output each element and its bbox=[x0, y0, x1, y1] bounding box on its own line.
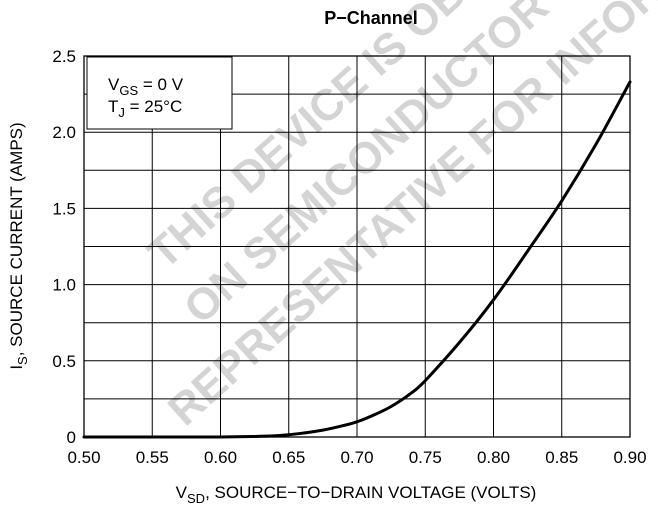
y-tick-label: 2.5 bbox=[52, 47, 76, 66]
y-tick-labels: 0 0.5 1.0 1.5 2.0 2.5 bbox=[52, 47, 76, 447]
x-tick-label: 0.75 bbox=[409, 448, 442, 467]
y-tick-label: 1.5 bbox=[52, 199, 76, 218]
y-tick-label: 1.0 bbox=[52, 276, 76, 295]
x-tick-label: 0.90 bbox=[613, 448, 646, 467]
x-tick-label: 0.50 bbox=[67, 448, 100, 467]
x-axis-label: VSD, SOURCE−TO−DRAIN VOLTAGE (VOLTS) bbox=[176, 483, 537, 506]
x-axis-label-main: V bbox=[176, 483, 188, 502]
y-tick-label: 2.0 bbox=[52, 123, 76, 142]
x-tick-label: 0.70 bbox=[340, 448, 373, 467]
legend-tj-main: T bbox=[108, 97, 118, 116]
legend-tj-rest: = 25°C bbox=[125, 97, 182, 116]
y-tick-label: 0.5 bbox=[52, 352, 76, 371]
legend-vgs: VGS = 0 V bbox=[108, 75, 184, 98]
series-line-0 bbox=[82, 80, 632, 439]
x-tick-label: 0.65 bbox=[272, 448, 305, 467]
y-axis-label: IS, SOURCE CURRENT (AMPS) bbox=[7, 122, 30, 369]
legend-box bbox=[86, 56, 233, 130]
legend-tj: TJ = 25°C bbox=[108, 97, 182, 120]
y-tick-label: 0 bbox=[67, 428, 76, 447]
y-axis-label-sub: S bbox=[15, 356, 30, 365]
y-axis-label-main: I bbox=[7, 365, 26, 370]
y-axis-label-rest: , SOURCE CURRENT (AMPS) bbox=[7, 122, 26, 356]
x-tick-label: 0.80 bbox=[477, 448, 510, 467]
legend-vgs-rest: = 0 V bbox=[138, 75, 184, 94]
plot-frame bbox=[83, 55, 631, 438]
legend-vgs-sub: GS bbox=[119, 83, 138, 98]
x-axis-label-rest: , SOURCE−TO−DRAIN VOLTAGE (VOLTS) bbox=[205, 483, 536, 502]
x-axis-label-sub: SD bbox=[187, 491, 205, 506]
x-tick-labels: 0.50 0.55 0.60 0.65 0.70 0.75 0.80 0.85 0.90 bbox=[67, 448, 646, 467]
x-tick-label: 0.55 bbox=[136, 448, 169, 467]
chart-title: P−Channel bbox=[324, 8, 418, 28]
x-tick-label: 0.85 bbox=[545, 448, 578, 467]
legend: VGS = 0 V TJ = 25°C bbox=[86, 56, 233, 130]
legend-vgs-main: V bbox=[108, 75, 120, 94]
x-tick-label: 0.60 bbox=[204, 448, 237, 467]
legend-tj-sub: J bbox=[118, 105, 125, 120]
